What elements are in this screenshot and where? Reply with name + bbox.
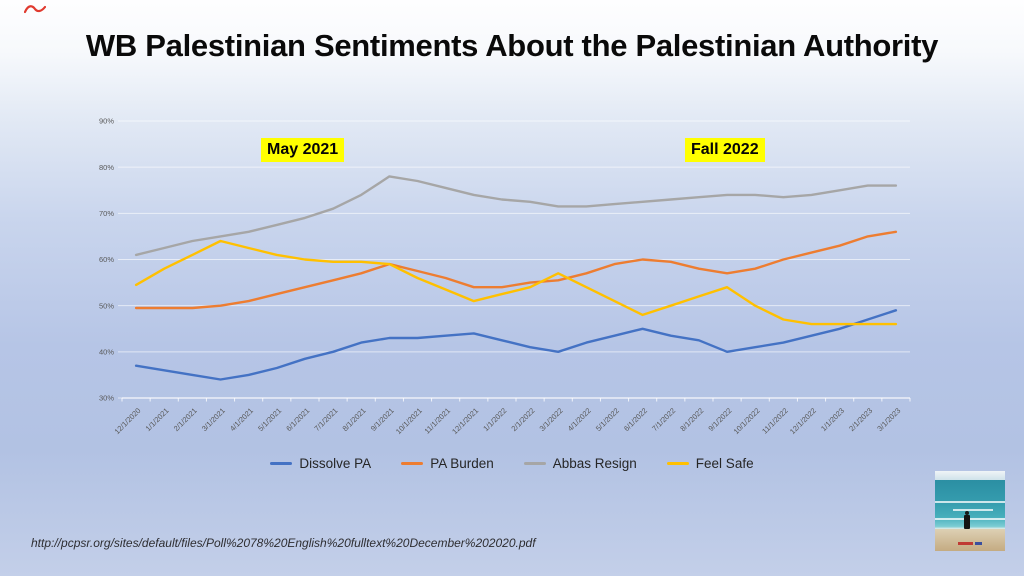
x-tick-label: 6/1/2022 — [622, 406, 649, 433]
photo-wave — [935, 518, 1005, 520]
x-tick-label: 2/1/2023 — [847, 406, 874, 433]
x-tick-label: 6/1/2021 — [284, 406, 311, 433]
x-tick-label: 11/1/2021 — [422, 406, 452, 436]
x-tick-label: 8/1/2022 — [678, 406, 705, 433]
series-line-abbas-resign — [134, 175, 898, 257]
photo-wave — [935, 501, 1005, 503]
red-scribble-icon — [24, 5, 46, 14]
chart: 30% 40% 50% 60% 70% 80% 90% 12/1/2020 1/1/2021 2/… — [80, 108, 960, 460]
x-tick-label: 7/1/2022 — [650, 406, 677, 433]
page-title: WB Palestinian Sentiments About the Pale… — [85, 28, 939, 63]
annotation-may-2021: May 2021 — [261, 138, 345, 162]
x-tick-label: 9/1/2021 — [369, 406, 396, 433]
legend-item-abbas-resign: Abbas Resign — [523, 456, 637, 471]
photo-sand — [935, 529, 1005, 551]
y-tick-label: 50% — [99, 301, 114, 310]
line-chart: 30%40%50%60%70%80%90%12/1/2020 1/1/2021 2/… — [99, 117, 911, 436]
x-tick-label: 5/1/2021 — [256, 406, 283, 433]
y-tick-label: 70% — [99, 209, 114, 218]
series-line-pa-burden — [134, 230, 898, 310]
x-tick-label: 5/1/2022 — [594, 406, 621, 433]
x-tick-label: 8/1/2021 — [341, 406, 368, 433]
x-tick-label: 1/1/2023 — [819, 406, 846, 433]
legend-swatch-icon — [270, 462, 293, 465]
x-tick-label: 4/1/2021 — [228, 406, 255, 433]
x-tick-label: 12/1/2021 — [450, 406, 480, 436]
x-tick-label: 1/1/2022 — [481, 406, 508, 433]
y-tick-label: 40% — [99, 347, 114, 356]
x-tick-label: 12/1/2020 — [113, 406, 143, 436]
photo-sky — [935, 471, 1005, 480]
x-tick-label: 3/1/2023 — [875, 406, 902, 433]
x-tick-label: 2/1/2022 — [509, 406, 536, 433]
x-tick-label: 4/1/2022 — [566, 406, 593, 433]
legend-label: Abbas Resign — [552, 456, 637, 471]
x-tick-label: 10/1/2021 — [394, 406, 424, 436]
legend-label: PA Burden — [430, 456, 494, 471]
y-tick-label: 60% — [99, 255, 114, 264]
series-line-dissolve-pa — [134, 309, 898, 381]
x-tick-label: 3/1/2021 — [200, 406, 227, 433]
y-tick-label: 90% — [99, 117, 114, 126]
series-line-feel-safe — [134, 239, 898, 326]
legend-label: Feel Safe — [695, 456, 754, 471]
y-tick-label: 30% — [99, 394, 114, 403]
legend-item-pa-burden: PA Burden — [401, 456, 494, 471]
chart-legend: Dissolve PA PA Burden Abbas Resign Feel Saf… — [0, 456, 1024, 471]
photo-sea — [935, 480, 1005, 529]
annotation-fall-2022: Fall 2022 — [685, 138, 765, 162]
x-tick-label: 9/1/2022 — [706, 406, 733, 433]
legend-swatch-icon — [401, 462, 424, 465]
y-tick-label: 80% — [99, 163, 114, 172]
photo-caption — [935, 542, 1005, 545]
legend-swatch-icon — [523, 462, 546, 465]
legend-label: Dissolve PA — [299, 456, 372, 471]
beach-photo — [935, 471, 1005, 551]
x-tick-label: 10/1/2022 — [732, 406, 762, 436]
x-tick-label: 1/1/2021 — [144, 406, 171, 433]
x-tick-label: 2/1/2021 — [172, 406, 199, 433]
source-url: http://pcpsr.org/sites/default/files/Pol… — [31, 536, 536, 550]
legend-item-feel-safe: Feel Safe — [666, 456, 754, 471]
x-tick-label: 11/1/2022 — [760, 406, 790, 436]
person-figure — [963, 511, 971, 530]
photo-wave — [953, 509, 993, 511]
legend-swatch-icon — [666, 462, 689, 465]
legend-item-dissolve-pa: Dissolve PA — [270, 456, 371, 471]
x-tick-label: 12/1/2022 — [788, 406, 818, 436]
x-tick-label: 3/1/2022 — [538, 406, 565, 433]
x-tick-label: 7/1/2021 — [312, 406, 339, 433]
